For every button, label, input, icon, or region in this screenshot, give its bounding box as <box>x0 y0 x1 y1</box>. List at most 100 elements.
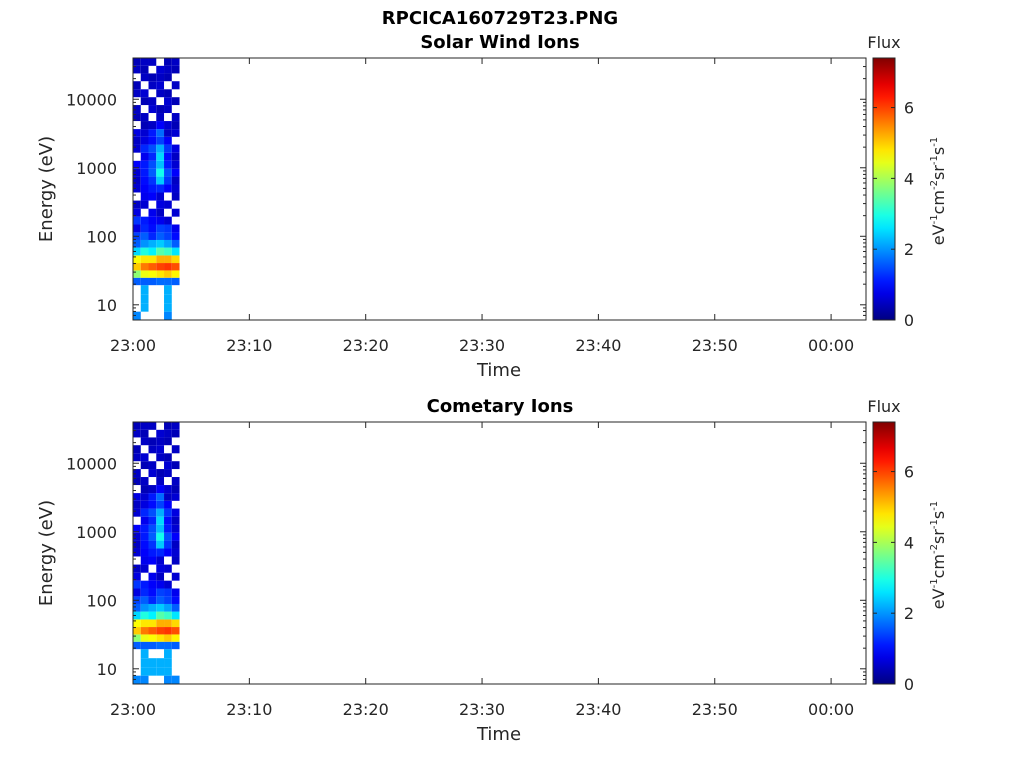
heatmap-cell <box>156 216 165 225</box>
heatmap-cell <box>133 445 141 454</box>
heatmap-cell <box>140 540 149 549</box>
heatmap-cell <box>140 649 149 659</box>
heatmap-cell <box>156 540 165 549</box>
heatmap-cell <box>148 627 157 635</box>
heatmap-cell <box>156 485 165 494</box>
heatmap-cell <box>164 136 172 145</box>
y-axis-label: Energy (eV) <box>36 136 57 242</box>
heatmap-cell <box>148 277 157 286</box>
heatmap-cell <box>140 500 149 509</box>
heatmap-cell <box>164 105 172 114</box>
heatmap-cell <box>171 461 180 470</box>
heatmap-cell <box>133 200 141 209</box>
heatmap-cell <box>164 469 172 478</box>
unit-base: eV <box>929 224 948 245</box>
heatmap-cell <box>171 611 180 620</box>
heatmap-cell <box>164 184 172 193</box>
heatmap-cell <box>133 453 141 462</box>
heatmap-cell <box>171 516 180 525</box>
heatmap-cell <box>140 548 149 557</box>
y-tick-label: 100 <box>86 227 117 246</box>
heatmap-cell <box>133 136 141 145</box>
heatmap-cell <box>164 500 172 509</box>
x-axis-label: Time <box>476 360 521 381</box>
heatmap-cell <box>156 129 165 137</box>
heatmap-cell <box>171 627 180 635</box>
heatmap-cell <box>133 208 141 217</box>
heatmap-cell <box>156 603 165 612</box>
heatmap-cell <box>156 564 165 573</box>
x-tick-label: 23:20 <box>343 700 389 719</box>
heatmap-cell <box>171 168 180 177</box>
heatmap-cell <box>171 477 180 486</box>
heatmap-cell <box>140 294 149 304</box>
heatmap-cells <box>133 58 180 320</box>
heatmap-cell <box>171 532 180 541</box>
x-tick-label: 23:10 <box>226 700 272 719</box>
heatmap-cell <box>140 144 149 153</box>
heatmap-cell <box>148 548 157 557</box>
heatmap-cell <box>140 176 149 185</box>
heatmap-cell <box>148 603 157 612</box>
heatmap-cell <box>164 277 172 286</box>
colorbar-tick-label: 2 <box>904 604 914 623</box>
heatmap-cell <box>140 136 149 145</box>
heatmap-cell <box>164 485 172 494</box>
heatmap-cell <box>140 224 149 233</box>
heatmap-cell <box>140 89 149 98</box>
heatmap-cell <box>164 548 172 557</box>
colorbar-tick-label: 0 <box>904 675 914 694</box>
heatmap-cell <box>148 208 157 217</box>
x-tick-label: 23:10 <box>226 336 272 355</box>
heatmap-cell <box>148 136 157 145</box>
heatmap-cell <box>156 572 165 581</box>
heatmap-cell <box>171 121 180 130</box>
heatmap-cell <box>140 603 149 612</box>
heatmap-cell <box>133 500 141 509</box>
heatmap-cell <box>140 113 149 122</box>
heatmap-cell <box>133 311 141 320</box>
heatmap-cell <box>140 184 149 193</box>
heatmap-cell <box>156 532 165 541</box>
heatmap-cell <box>133 634 141 642</box>
heatmap-cell <box>148 516 157 525</box>
heatmap-cell <box>156 113 165 122</box>
heatmap-cell <box>140 588 149 597</box>
x-tick-label: 23:00 <box>110 336 156 355</box>
heatmap-cell <box>140 65 149 74</box>
unit-exponent: -1 <box>929 578 940 588</box>
colorbar <box>872 421 896 685</box>
unit-base: cm <box>929 190 948 214</box>
heatmap-cell <box>148 239 157 248</box>
heatmap-cell <box>171 113 180 122</box>
heatmap-cell <box>133 611 141 620</box>
heatmap-cell <box>156 73 165 82</box>
heatmap-cell <box>164 294 172 304</box>
heatmap-cell <box>156 619 165 628</box>
heatmap-cell <box>140 129 149 137</box>
heatmap-cell <box>164 200 172 209</box>
heatmap-cell <box>140 611 149 620</box>
heatmap-cell <box>164 239 172 248</box>
heatmap-cell <box>148 105 157 114</box>
heatmap-cell <box>156 500 165 509</box>
heatmap-cell <box>171 152 180 161</box>
heatmap-cell <box>164 429 172 438</box>
heatmap-cell <box>164 508 172 517</box>
heatmap-cell <box>171 548 180 557</box>
heatmap-cell <box>148 588 157 597</box>
colorbar-tick-label: 2 <box>904 240 914 259</box>
heatmap-cell <box>156 641 165 650</box>
heatmap-cell <box>148 58 157 66</box>
heatmap-cell <box>133 113 141 122</box>
heatmap-cell <box>140 216 149 225</box>
heatmap-cell <box>140 192 149 201</box>
heatmap-cell <box>171 588 180 597</box>
heatmap-cell <box>156 277 165 286</box>
heatmap-cell <box>156 508 165 517</box>
heatmap-cell <box>171 572 180 581</box>
heatmap-cell <box>140 508 149 517</box>
heatmap-cell <box>148 500 157 509</box>
y-tick-label: 10000 <box>66 454 117 473</box>
heatmap-cell <box>171 97 180 106</box>
